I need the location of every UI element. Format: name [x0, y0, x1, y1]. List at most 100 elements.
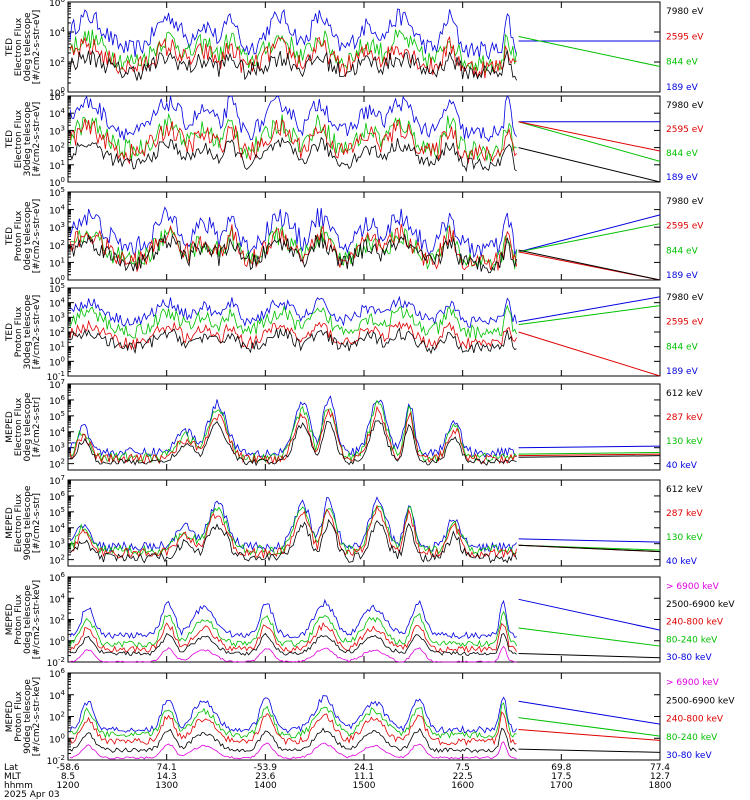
y-tick-label: 104 [49, 592, 65, 605]
y-tick-label: 103 [49, 124, 65, 137]
x-row-label: hhmm [4, 781, 33, 791]
y-axis-label: MEPED [5, 604, 15, 636]
y-axis-label: MEPED [5, 507, 15, 539]
date-label: 2025 Apr 03 [4, 790, 60, 800]
series-tail [518, 121, 661, 152]
legend-entry: 844 eV [666, 149, 699, 159]
y-axis-label: TED [5, 38, 15, 57]
series-line-80-240-kev [69, 610, 517, 649]
y-tick-label: 102 [49, 142, 65, 155]
legend-entry: 287 keV [666, 509, 703, 519]
y-tick-label: 103 [49, 311, 65, 324]
y-axis-label: 90deg telescope [23, 679, 33, 754]
y-axis-label: TED [5, 227, 15, 246]
series-tail [518, 748, 661, 753]
y-tick-label: 105 [49, 186, 65, 199]
y-axis-label: 0deg telescope [23, 201, 33, 271]
series-tail [518, 598, 661, 631]
series-line-40-kev [69, 496, 517, 553]
y-axis-label: 30deg telescope [23, 101, 33, 176]
x-tick-label: -58.6 [56, 763, 80, 773]
x-tick-label: 1400 [254, 781, 277, 791]
series-line-189-ev [69, 295, 517, 328]
series-tail [518, 627, 661, 647]
panel-1: 106 104 102 100 TED Electron Flux 0deg telesco… [5, 0, 704, 99]
legend-entry: 287 keV [666, 413, 703, 423]
legend-entry: 189 eV [666, 271, 699, 281]
y-tick-label: 105 [49, 506, 65, 519]
y-tick-label: 104 [49, 297, 65, 310]
series-line-612-kev [69, 518, 517, 564]
legend-entry: 2500-6900 keV [666, 600, 735, 610]
series-line-130-kev [69, 399, 517, 464]
series-line-7980-ev [69, 136, 517, 173]
series-line-612-kev [69, 420, 517, 467]
legend-entry: 844 eV [666, 246, 699, 256]
series-line-7980-ev [69, 49, 517, 81]
series-line-287-kev [69, 405, 517, 465]
y-tick-label: 104 [49, 204, 65, 217]
x-tick-label: 74.1 [157, 763, 177, 773]
panel-5: 107 106 105 104 103 102 MEPED Electron Flux 0deg… [5, 378, 703, 471]
series-tail [518, 455, 661, 458]
y-axis-label: 0deg telescope [23, 392, 33, 462]
x-tick-label: 11.1 [354, 772, 374, 782]
y-tick-label: 10-2 [47, 754, 65, 767]
legend-entry: 2500-6900 keV [666, 696, 735, 706]
series-line--6900-kev [69, 645, 517, 663]
x-tick-label: 77.4 [650, 763, 670, 773]
x-tick-label: 17.5 [551, 772, 571, 782]
y-axis-label: Proton Flux [14, 306, 24, 357]
y-tick-label: 104 [49, 26, 65, 39]
y-axis-label: [#/cm2-s-str-keV] [32, 677, 42, 756]
legend-entry: 189 eV [666, 83, 699, 93]
series-line-2595-ev [69, 319, 517, 351]
series-tail [518, 653, 661, 659]
series-tail [518, 453, 661, 457]
y-tick-label: 100 [49, 176, 65, 189]
panel-8: 106 104 102 100 10-2 MEPED Proton Flux 90deg te… [5, 667, 735, 767]
legend-entry: 2595 eV [666, 32, 704, 42]
plot-frame [67, 95, 661, 183]
panel-3: 105 104 103 102 101 100 TED Proton Flux 0deg tel… [5, 186, 704, 287]
legend-entry: > 6900 keV [666, 582, 720, 592]
x-tick-label: 12.7 [650, 772, 670, 782]
legend-entry: 844 eV [666, 342, 699, 352]
y-tick-label: 104 [49, 522, 65, 535]
y-tick-label: 100 [49, 355, 65, 368]
legend-entry: 189 eV [666, 173, 699, 183]
x-tick-label: 23.6 [255, 772, 275, 782]
plot-frame [67, 1, 661, 93]
x-row-label: MLT [4, 772, 22, 782]
series-line-2500-6900-kev [69, 727, 517, 754]
series-tail [518, 451, 661, 455]
y-tick-label: 105 [49, 90, 65, 103]
x-tick-label: 1700 [550, 781, 573, 791]
series-tail [518, 717, 661, 737]
y-axis-label: [#/cm2-s-str-eV] [32, 199, 42, 274]
y-tick-label: 104 [49, 689, 65, 702]
series-tail [518, 121, 661, 162]
legend-entry: 30-80 keV [666, 653, 712, 663]
panel-6: 107 106 105 104 103 102 MEPED Electron Flux 90de… [5, 474, 703, 567]
legend-entry: 7980 eV [666, 293, 704, 303]
legend-entry: 40 keV [666, 557, 698, 567]
panel-2: 105 104 103 102 101 100 TED Electron Flux 30deg … [5, 90, 704, 189]
series-tail [518, 214, 661, 253]
x-tick-label: 1500 [353, 781, 376, 791]
y-tick-label: 102 [49, 458, 65, 471]
y-tick-label: 105 [49, 410, 65, 423]
series-line-7980-ev [69, 233, 517, 274]
series-tail [518, 249, 661, 281]
series-tail [518, 700, 661, 725]
y-axis-label: [#/cm2-s-str-eV] [32, 295, 42, 370]
series-line-30-80-kev [69, 695, 517, 734]
series-tail [518, 544, 661, 553]
series-line-287-kev [69, 504, 517, 559]
series-tail [518, 296, 661, 323]
y-axis-label: 0deg telescope [23, 585, 33, 655]
series-line-2500-6900-kev [69, 632, 517, 657]
